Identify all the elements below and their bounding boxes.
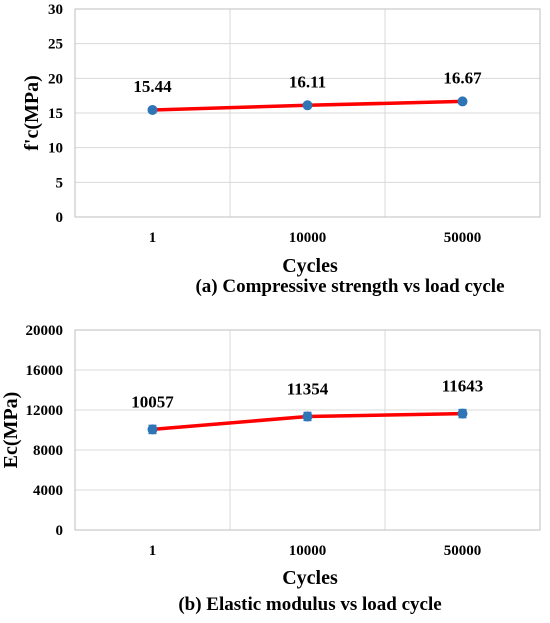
data-point bbox=[302, 411, 313, 422]
chart-panel-1: 0 5 10 15 20 25 30 1 10000 50000 15.44 16.11 16.67 Cy… bbox=[21, 2, 541, 297]
y-tick-label: 30 bbox=[48, 2, 63, 18]
x-axis-title: Cycles bbox=[282, 255, 338, 277]
data-point bbox=[302, 100, 313, 111]
x-tick-label: 50000 bbox=[444, 543, 482, 559]
y-tick-label: 20000 bbox=[26, 323, 64, 339]
data-label: 15.44 bbox=[133, 77, 172, 96]
y-tick-label: 10 bbox=[48, 141, 63, 157]
y-tick-label: 15 bbox=[48, 106, 63, 122]
y-tick-label: 25 bbox=[48, 37, 63, 53]
data-point bbox=[147, 424, 158, 435]
data-label: 16.67 bbox=[443, 68, 482, 87]
data-label: 11643 bbox=[442, 377, 484, 396]
y-tick-label: 16000 bbox=[26, 363, 64, 379]
plot-area-border bbox=[74, 8, 541, 218]
data-point bbox=[147, 104, 158, 115]
y-tick-label: 20 bbox=[48, 71, 63, 87]
y-tick-label: 4000 bbox=[33, 483, 63, 499]
chart-caption: (b) Elastic modulus vs load cycle bbox=[178, 594, 441, 615]
data-label: 10057 bbox=[131, 392, 174, 411]
y-tick-label: 0 bbox=[56, 523, 64, 539]
x-tick-label: 10000 bbox=[289, 230, 327, 246]
data-point bbox=[457, 408, 468, 419]
y-axis-title: Ec(MPa) bbox=[0, 392, 22, 469]
chart-panel-2: 0 4000 8000 12000 16000 20000 1 10000 50000 10057… bbox=[0, 323, 541, 615]
data-label: 16.11 bbox=[289, 72, 326, 91]
x-tick-label: 1 bbox=[149, 230, 157, 246]
x-axis-title: Cycles bbox=[282, 567, 338, 589]
x-tick-label: 1 bbox=[149, 543, 157, 559]
data-point bbox=[457, 96, 468, 107]
y-tick-label: 5 bbox=[56, 175, 64, 191]
chart-caption: (a) Compressive strength vs load cycle bbox=[195, 276, 504, 297]
x-tick-label: 50000 bbox=[444, 230, 482, 246]
data-label: 11354 bbox=[287, 379, 329, 398]
y-axis-title: f'c(MPa) bbox=[21, 75, 43, 151]
y-tick-label: 0 bbox=[56, 210, 64, 226]
y-tick-label: 12000 bbox=[26, 403, 64, 419]
x-tick-label: 10000 bbox=[289, 543, 327, 559]
plot-area-border bbox=[74, 329, 541, 531]
y-tick-label: 8000 bbox=[33, 443, 63, 459]
